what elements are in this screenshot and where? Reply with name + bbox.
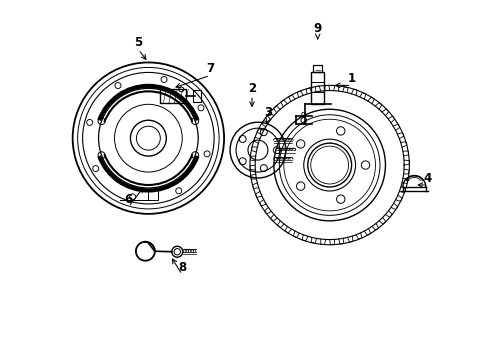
- Text: 2: 2: [247, 82, 256, 95]
- Text: 5: 5: [134, 36, 142, 49]
- Text: 4: 4: [422, 171, 430, 185]
- Text: 7: 7: [205, 62, 214, 75]
- Text: 6: 6: [124, 193, 132, 206]
- Text: 1: 1: [347, 72, 355, 85]
- Text: 3: 3: [264, 106, 271, 119]
- Text: 9: 9: [313, 22, 321, 35]
- Text: 8: 8: [178, 261, 186, 274]
